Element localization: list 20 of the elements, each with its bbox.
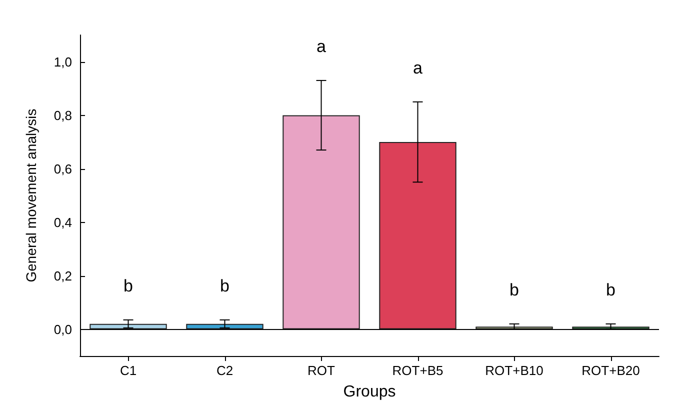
annotation: a xyxy=(413,58,424,78)
x-tick-label: C2 xyxy=(216,363,234,378)
y-tick-label: 0,2 xyxy=(54,268,72,284)
annotation: b xyxy=(124,276,133,296)
x-tick-label: C1 xyxy=(120,363,137,378)
x-tick-label: ROT+B5 xyxy=(392,363,444,378)
y-tick-label: 0,0 xyxy=(54,322,72,337)
x-tick-label: ROT+B10 xyxy=(485,363,544,378)
y-tick-label: 1,0 xyxy=(54,54,72,70)
x-tick-label: ROT+B20 xyxy=(582,363,640,378)
annotation: b xyxy=(606,280,616,300)
y-tick-label: 0,4 xyxy=(54,214,72,230)
y-tick-label: 0,8 xyxy=(54,108,72,123)
y-tick-label: 0,6 xyxy=(54,161,72,176)
annotation: a xyxy=(316,36,327,56)
annotation: b xyxy=(220,276,230,296)
annotation: b xyxy=(510,280,519,300)
x-tick-label: ROT xyxy=(308,363,336,378)
x-axis-title: Groups xyxy=(343,384,396,400)
y-axis-title: General movement analysis xyxy=(23,108,39,282)
